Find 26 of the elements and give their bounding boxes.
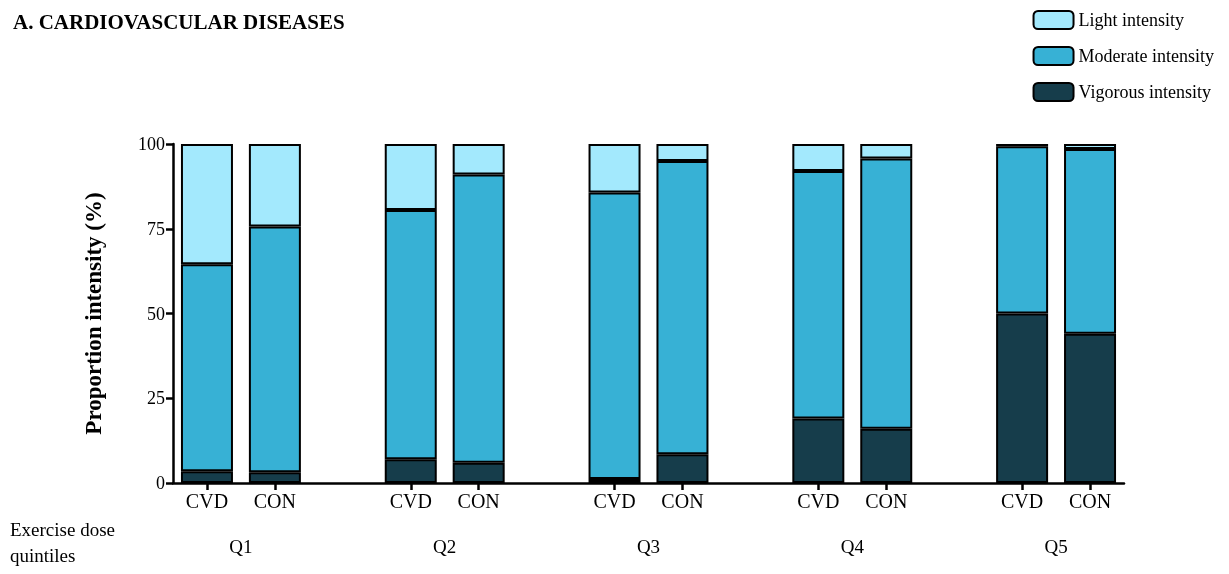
chart-title: A. CARDIOVASCULAR DISEASES (13, 9, 345, 34)
y-tick-label: 50 (147, 303, 165, 324)
x-tick-label: CON (661, 490, 704, 512)
legend-label: Vigorous intensity (1078, 82, 1211, 102)
x-tick-label: CON (253, 490, 297, 512)
y-tick-label: 25 (147, 388, 165, 409)
text: Q5 (1044, 535, 1068, 557)
y-tick-label: 0 (156, 473, 165, 493)
text: Q2 (433, 535, 457, 557)
x-tick-label: CVD (1000, 490, 1044, 512)
x-tick-label: CVD (797, 490, 840, 512)
y-tick-label: 100 (138, 134, 165, 154)
x-axis-title: Exercise dose quintiles (10, 518, 120, 566)
y-axis-title: Proportion intensity (%) (81, 192, 106, 435)
text: Q4 (840, 535, 865, 557)
text: Q1 (229, 535, 253, 557)
y-tick-label: 75 (147, 218, 165, 239)
legend-label: Light intensity (1078, 10, 1185, 30)
x-tick-label: CON (1068, 490, 1112, 512)
x-tick-label: CVD (389, 490, 432, 512)
x-tick-label: CVD (593, 490, 636, 512)
x-tick-label: CON (865, 490, 908, 512)
legend-label: Moderate intensity (1078, 46, 1214, 66)
x-tick-label: CVD (185, 490, 229, 512)
text: Q3 (636, 535, 661, 557)
x-tick-label: CON (457, 490, 500, 512)
